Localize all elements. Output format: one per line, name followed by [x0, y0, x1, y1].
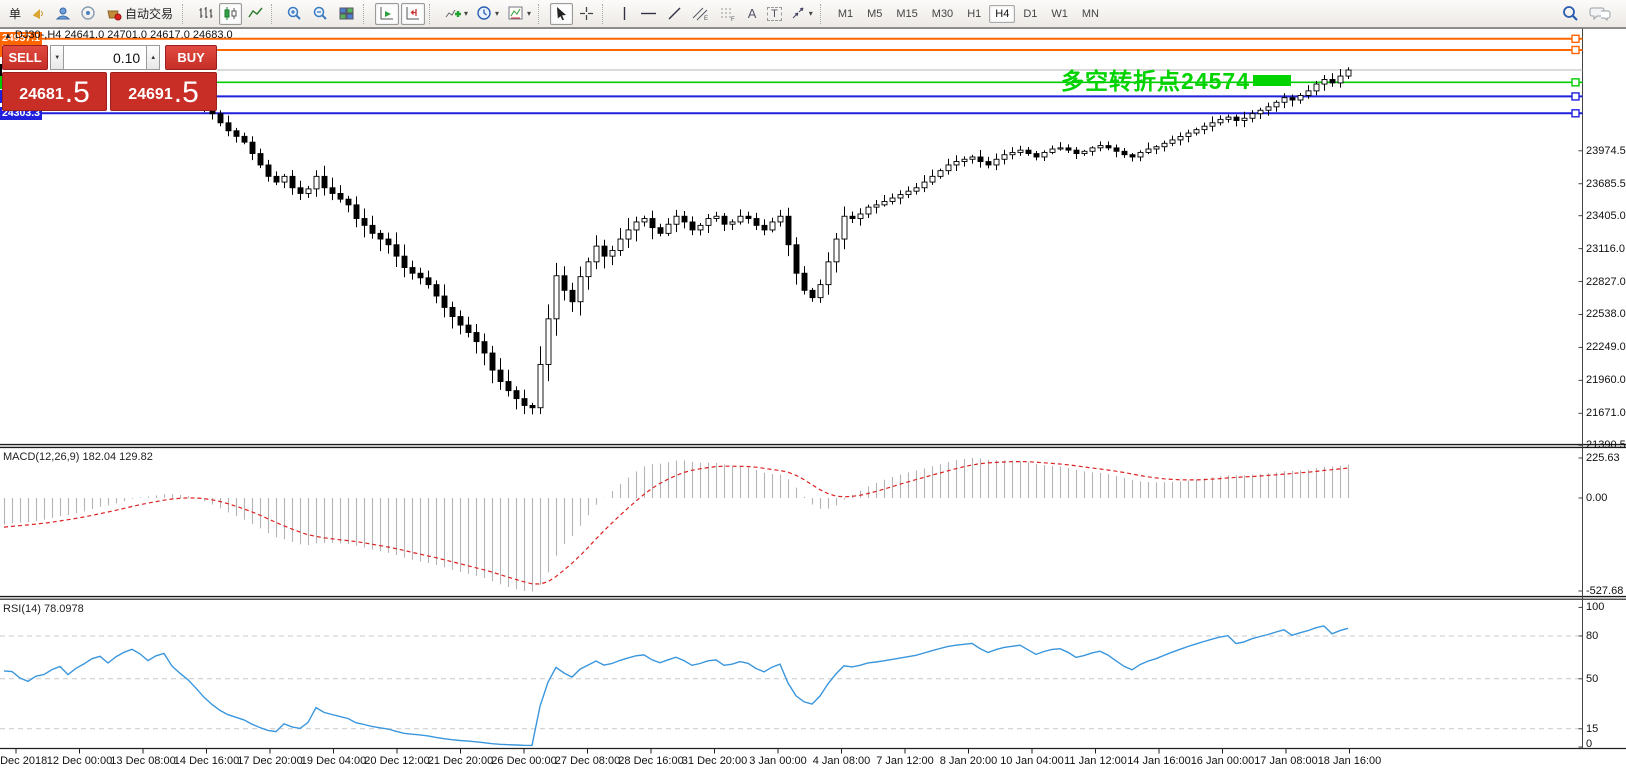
tile-windows-icon[interactable] — [335, 3, 359, 25]
fibonacci-tool-icon[interactable]: F — [715, 3, 740, 25]
sell-price-frac: .5 — [64, 76, 90, 109]
signals-icon[interactable] — [77, 3, 100, 25]
autotrade-button[interactable]: 自动交易 — [102, 3, 178, 25]
toolbar-separator — [429, 3, 437, 24]
volume-decrease-button[interactable] — [50, 45, 65, 70]
line-chart-type-icon[interactable] — [244, 3, 267, 25]
search-icon[interactable] — [1558, 3, 1584, 25]
one-click-trading-panel: SELL BUY 24681 .5 24691 .5 — [2, 45, 217, 111]
toolbar-separator — [538, 3, 546, 24]
tab-timeframe-m30[interactable]: M30 — [931, 7, 954, 20]
templates-icon[interactable]: ▾ — [504, 3, 534, 25]
text-tool-glyph: A — [747, 6, 757, 21]
tab-timeframe-mn[interactable]: MN — [1081, 7, 1099, 20]
zoom-out-icon[interactable] — [309, 3, 333, 25]
symbol-info: ▲ DJ30-,H4 24641.0 24701.0 24617.0 24683.… — [4, 29, 233, 41]
arrows-tool-icon[interactable]: ▾ — [787, 3, 816, 25]
buy-price-frac: .5 — [173, 76, 199, 109]
toolbar-separator — [363, 3, 371, 24]
toolbar-separator — [819, 3, 828, 24]
equidistant-channel-tool-icon[interactable]: E — [688, 3, 713, 25]
tab-timeframe-m5[interactable]: M5 — [867, 7, 883, 20]
rsi-label: RSI(14) 78.0978 — [3, 603, 84, 615]
label-tool-glyph: T — [767, 6, 782, 21]
volume-increase-button[interactable] — [146, 45, 161, 70]
chevron-down-icon[interactable]: ▾ — [527, 9, 532, 18]
sell-price-main: 24681 — [19, 86, 64, 103]
autotrade-label: 自动交易 — [125, 7, 174, 21]
volume-stepper — [50, 45, 161, 70]
new-order-label: 单 — [9, 7, 22, 21]
tab-timeframe-w1[interactable]: W1 — [1051, 7, 1068, 20]
candlestick-chart-type-icon[interactable] — [219, 2, 243, 25]
buy-price-main: 24691 — [128, 86, 173, 103]
toolbar-separator — [271, 3, 279, 24]
toolbar-separator — [182, 3, 190, 24]
buy-price[interactable]: 24691 .5 — [110, 72, 217, 111]
tab-timeframe-d1[interactable]: D1 — [1023, 7, 1038, 20]
toolbar-separator — [602, 3, 610, 24]
autoscroll-icon[interactable] — [375, 2, 400, 25]
chat-icon[interactable] — [1586, 3, 1616, 25]
trendline-tool-icon[interactable] — [663, 3, 686, 25]
indicators-icon[interactable]: ▾ — [441, 3, 471, 25]
text-label-tool-icon[interactable]: T — [764, 3, 785, 25]
megaphone-icon[interactable] — [27, 3, 50, 25]
tab-timeframe-m1[interactable]: M1 — [837, 7, 854, 20]
crosshair-tool-icon[interactable] — [575, 3, 598, 25]
chart-shift-icon[interactable] — [401, 2, 426, 25]
chevron-down-icon[interactable]: ▾ — [464, 9, 469, 18]
vertical-line-tool-icon[interactable] — [614, 3, 634, 25]
horizontal-line-tool-icon[interactable] — [636, 3, 661, 25]
sell-button[interactable]: SELL — [2, 45, 49, 70]
tab-timeframe-h4[interactable]: H4 — [989, 4, 1016, 23]
profile-icon[interactable] — [52, 3, 75, 25]
bar-chart-type-icon[interactable] — [194, 3, 217, 25]
sell-price[interactable]: 24681 .5 — [2, 72, 108, 111]
toolbar: 单 自动交易 — [0, 0, 1626, 28]
buy-button[interactable]: BUY — [165, 45, 217, 70]
tab-timeframe-h1[interactable]: H1 — [967, 7, 982, 20]
text-tool-icon[interactable]: A — [742, 3, 762, 25]
svg-text:F: F — [731, 17, 735, 22]
highlight-rectangle[interactable] — [1253, 75, 1291, 86]
symbol-ohlc-text: DJ30-,H4 24641.0 24701.0 24617.0 24683.0 — [14, 29, 233, 41]
chevron-down-icon[interactable]: ▾ — [495, 9, 500, 18]
cursor-tool-icon[interactable] — [550, 2, 574, 25]
svg-text:E: E — [704, 16, 708, 22]
volume-input[interactable] — [64, 45, 147, 70]
chevron-down-icon[interactable]: ▾ — [808, 9, 813, 18]
new-order-button[interactable]: 单 — [5, 3, 25, 25]
macd-label: MACD(12,26,9) 182.04 129.82 — [3, 451, 153, 463]
periods-icon[interactable]: ▾ — [473, 3, 502, 25]
zoom-in-icon[interactable] — [283, 3, 307, 25]
tab-timeframe-m15[interactable]: M15 — [896, 7, 918, 20]
annotation-text[interactable]: 多空转折点24574 — [1061, 68, 1250, 94]
window-marker-icon: ▲ — [4, 31, 12, 40]
